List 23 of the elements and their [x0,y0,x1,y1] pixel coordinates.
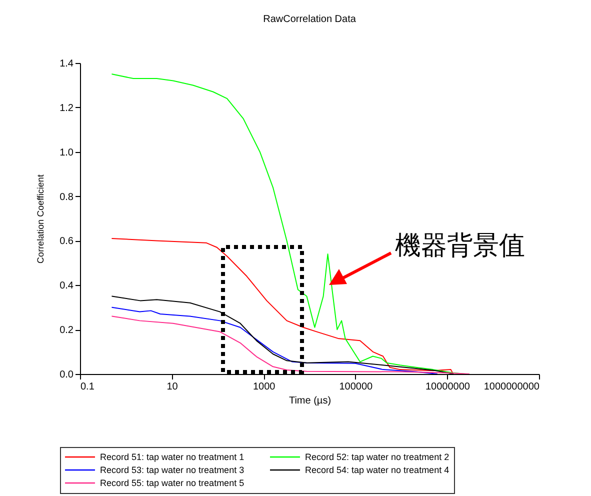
y-tick-label: 0.0 [60,370,74,380]
legend-label: Record 52: tap water no treatment 2 [305,452,450,462]
legend-label: Record 53: tap water no treatment 3 [100,465,244,475]
x-axis-title: Time (µs) [288,396,332,406]
x-tick-label: 0.1 [80,382,95,392]
x-tick-label: 10 [166,382,178,392]
y-tick-label: 1.4 [60,58,74,70]
x-tick-label: 10000000 [425,382,470,392]
y-tick-label: 0.4 [60,280,74,292]
y-tick-label: 0.6 [60,236,74,248]
y-tick-label: 1.0 [60,147,74,158]
chart-title: RawCorrelation Data [263,14,356,25]
x-tick-label: 1000 [252,382,276,392]
y-axis-title: Correlation Coefficient [36,174,46,264]
legend-label: Record 51: tap water no treatment 1 [100,452,244,462]
x-tick-label: 1000000000 [484,382,540,392]
legend-label: Record 55: tap water no treatment 5 [100,478,244,488]
y-tick-label: 0.2 [60,325,74,336]
x-tick-label: 100000 [339,382,374,392]
y-tick-label: 0.8 [60,192,74,203]
annotation: 機器背景值 [395,230,525,260]
y-tick-label: 1.2 [60,102,74,114]
legend-label: Record 54: tap water no treatment 4 [305,465,450,475]
